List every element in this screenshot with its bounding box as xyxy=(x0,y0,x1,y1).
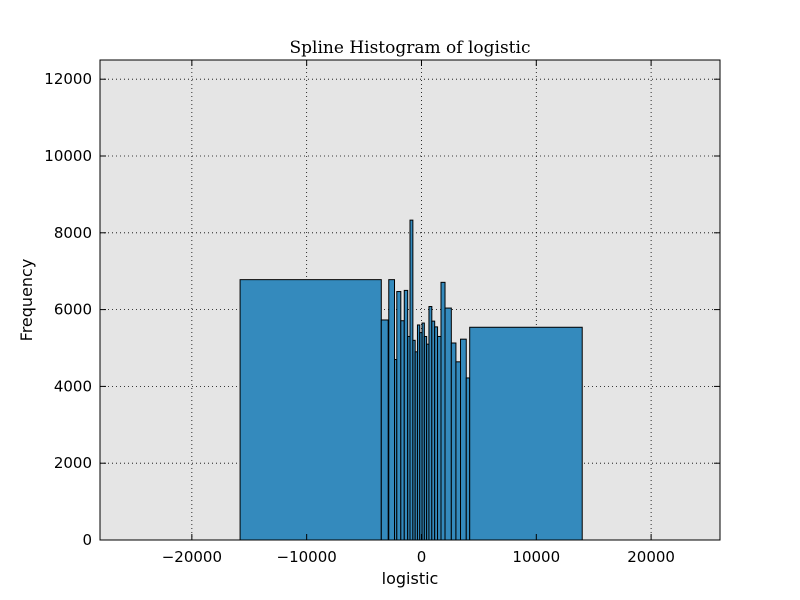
bars xyxy=(239,219,583,541)
histogram-bar xyxy=(403,289,409,541)
x-axis-label: logistic xyxy=(382,569,439,588)
x-tick-label: 10000 xyxy=(512,548,560,566)
y-tick-label: 4000 xyxy=(54,377,92,395)
histogram-bar xyxy=(380,319,389,541)
y-tick-label: 8000 xyxy=(54,224,92,242)
x-tick-label: −20000 xyxy=(162,548,222,566)
histogram-bar xyxy=(469,326,583,541)
histogram-bar xyxy=(400,320,405,541)
y-tick-label: 6000 xyxy=(54,301,92,319)
plot-frame xyxy=(99,59,721,541)
histogram-bar xyxy=(455,361,462,541)
histogram-bar xyxy=(440,281,446,541)
y-axis-label: Frequency xyxy=(17,259,36,342)
axis-ticks: −20000 −10000 0 10000 20000 0 2000 4000 6000 8000… xyxy=(44,60,720,566)
histogram-bar xyxy=(444,307,452,541)
y-tick-label: 2000 xyxy=(54,454,92,472)
histogram-bar xyxy=(450,342,457,541)
y-tick-label: 10000 xyxy=(44,147,92,165)
chart-title: Spline Histogram of logistic xyxy=(290,38,531,58)
histogram-bar xyxy=(437,335,442,541)
histogram-bar xyxy=(396,291,402,541)
histogram-bar xyxy=(239,279,382,541)
histogram-bar xyxy=(465,377,471,541)
y-tick-label: 12000 xyxy=(44,70,92,88)
x-tick-label: 20000 xyxy=(627,548,675,566)
x-tick-label: −10000 xyxy=(277,548,337,566)
histogram-bar xyxy=(460,338,467,541)
histogram-bar xyxy=(388,279,395,541)
x-tick-label: 0 xyxy=(417,548,427,566)
y-tick-label: 0 xyxy=(82,531,92,549)
